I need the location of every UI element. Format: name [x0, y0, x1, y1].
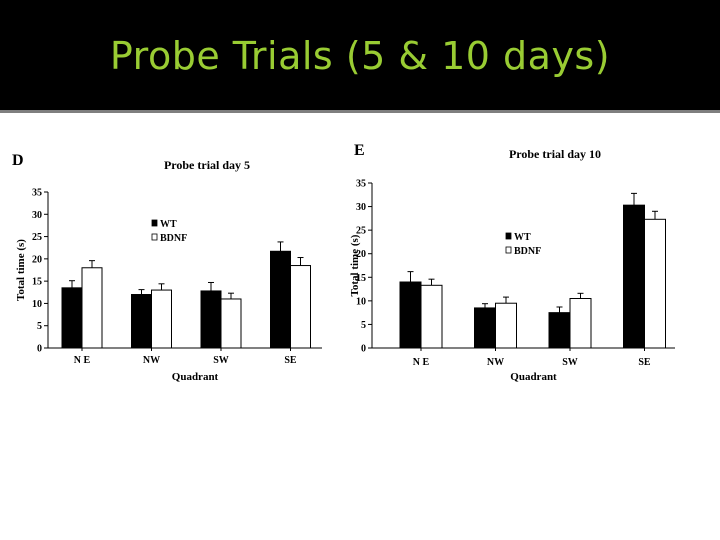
chart-e-bar-bdnf [495, 302, 517, 349]
chart-d-bar-bdnf [81, 267, 103, 349]
chart-d-x-tick-label: NW [143, 355, 160, 366]
chart-d-legend-swatch-wt [151, 219, 158, 227]
chart-e-bar-bdnf [569, 298, 592, 349]
chart-e-title: Probe trial day 10 [509, 147, 601, 161]
chart-e-bar-wt [474, 307, 496, 349]
title-underline [0, 110, 720, 113]
chart-e-y-tick-label: 35 [356, 179, 366, 190]
chart-e-legend-swatch-bdnf [505, 246, 512, 254]
chart-e-y-tick-label: 20 [356, 249, 366, 260]
chart-d-legend-label-bdnf: BDNF [160, 233, 187, 244]
chart-e-x-label: Quadrant [510, 371, 557, 383]
chart-d-bar-wt [200, 290, 222, 349]
chart-e-y-tick-label: 5 [361, 320, 366, 331]
chart-d-y-tick-label: 10 [32, 299, 42, 310]
chart-d-x-tick-label: SE [284, 355, 297, 366]
chart-d-x-tick-label: SW [213, 355, 229, 366]
chart-e-bar-bdnf [420, 284, 443, 349]
chart-e-bar-wt [623, 204, 645, 349]
chart-d-y-tick-label: 35 [32, 188, 42, 199]
chart-e-bar-wt [548, 312, 571, 349]
chart-d-x-tick-label: N E [74, 355, 91, 366]
title-bar [0, 0, 720, 110]
chart-d-bar-wt [270, 250, 291, 349]
chart-e-y-label: Total time (s) [349, 234, 361, 296]
chart-d-y-tick-label: 25 [32, 232, 42, 243]
chart-d-bar-wt [131, 294, 152, 349]
chart-d-y-tick-label: 30 [32, 210, 42, 221]
chart-e-x-tick-label: N E [413, 357, 430, 368]
chart-d-y-tick-label: 20 [32, 254, 42, 265]
chart-d-bar-bdnf [151, 289, 172, 349]
chart-e-legend-label-wt: WT [514, 232, 531, 243]
chart-d-y-tick-label: 0 [37, 344, 42, 355]
chart-d-title: Probe trial day 5 [164, 158, 250, 172]
chart-e-bar-bdnf [644, 218, 666, 349]
slide-title: Probe Trials (5 & 10 days) [109, 34, 611, 78]
chart-e-legend-label-bdnf: BDNF [514, 246, 541, 257]
chart-d-bar-bdnf [220, 298, 242, 349]
chart-d-y-label: Total time (s) [15, 239, 27, 301]
chart-e-x-tick-label: NW [487, 357, 504, 368]
chart-e-x-tick-label: SE [638, 357, 651, 368]
chart-d-x-label: Quadrant [172, 371, 219, 383]
chart-d-bar-wt [61, 287, 83, 349]
panel-letter-d: D [12, 152, 24, 169]
chart-e-bar-wt [399, 281, 422, 349]
chart-d-legend-label-wt: WT [160, 219, 177, 230]
chart-d-y-tick-label: 5 [37, 321, 42, 332]
chart-e-y-tick-label: 30 [356, 202, 366, 213]
chart-e-x-tick-label: SW [562, 357, 578, 368]
chart-d-y-tick-label: 15 [32, 277, 42, 288]
chart-e-y-tick-label: 10 [356, 296, 366, 307]
chart-d-bar-bdnf [290, 265, 311, 349]
chart-e-y-tick-label: 15 [356, 273, 366, 284]
panel-letter-e: E [354, 142, 365, 159]
chart-e-y-tick-label: 0 [361, 344, 366, 355]
chart-e-y-tick-label: 25 [356, 226, 366, 237]
chart-d-legend-swatch-bdnf [151, 233, 158, 241]
chart-e-legend-swatch-wt [505, 232, 512, 240]
